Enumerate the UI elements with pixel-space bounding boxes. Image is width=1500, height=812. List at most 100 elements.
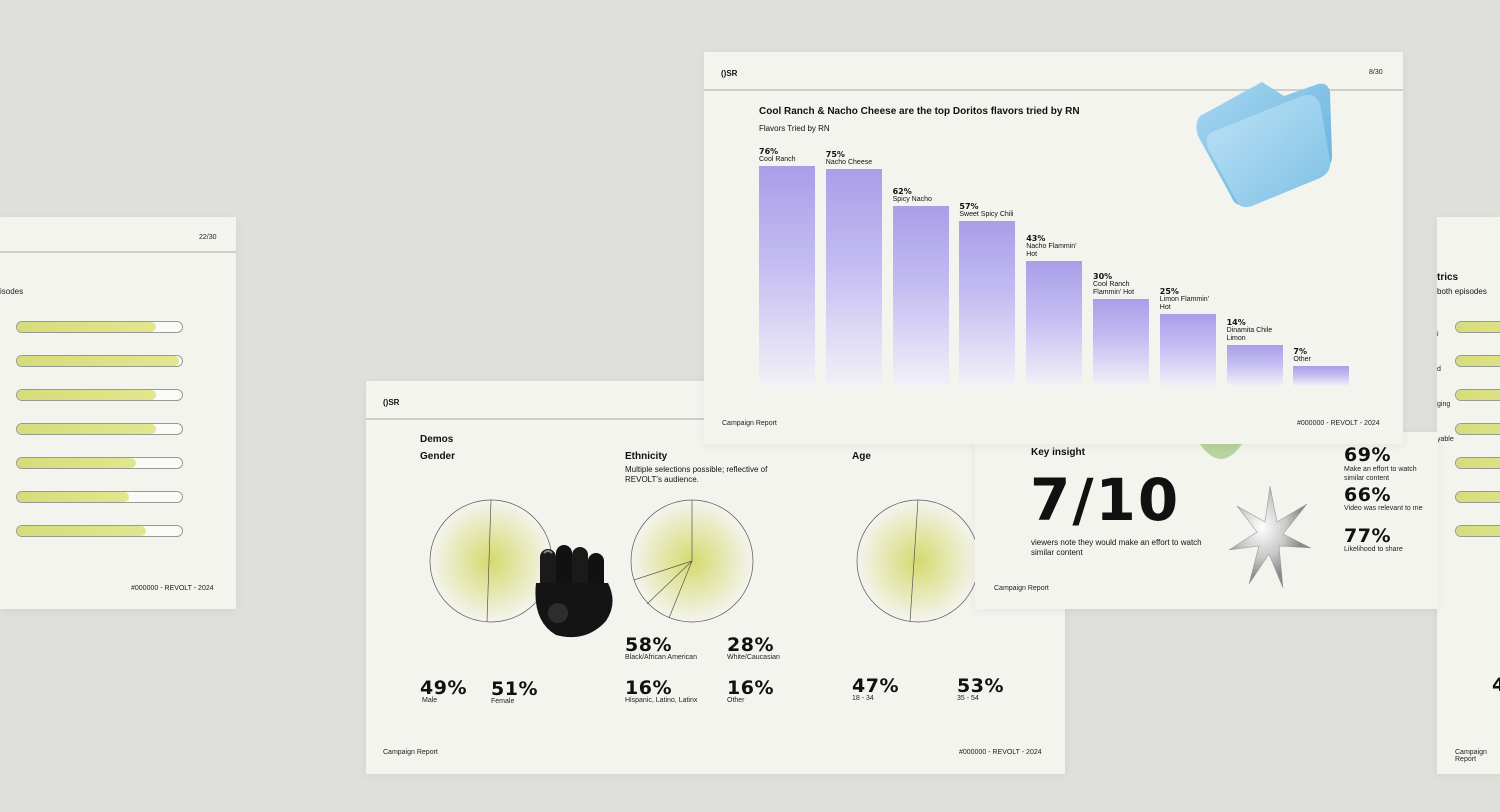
age-value-2: 53% — [957, 675, 1004, 697]
metric-label-fragment: i — [1437, 331, 1439, 338]
ethnicity-label-2: White/Caucasian — [727, 654, 780, 661]
progress-bar — [1455, 457, 1500, 469]
star-3d-decoration — [1228, 485, 1312, 589]
bar-value-3: 62% — [892, 187, 912, 197]
progress-bar — [16, 355, 183, 367]
insight-description: viewers note they would make an effort t… — [1031, 538, 1202, 557]
footer-right: #000000 - REVOLT - 2024 — [959, 749, 1042, 756]
ethnicity-value-4: 16% — [727, 677, 774, 699]
bar-value-9: 7% — [1293, 346, 1307, 356]
bar-9 — [1293, 365, 1350, 386]
progress-bar — [16, 457, 183, 469]
progress-bar-fill — [1456, 526, 1500, 536]
progress-bar — [1455, 423, 1500, 435]
progress-bar-fill — [1456, 424, 1500, 434]
bar-3 — [892, 206, 949, 386]
bar-value-2: 75% — [825, 149, 845, 159]
ethnicity-label-3: Hispanic, Latino, Latinx — [625, 697, 698, 704]
stat-value-1: 69% — [1344, 444, 1391, 466]
progress-bar — [1455, 389, 1500, 401]
gender-male-value: 49% — [420, 677, 467, 699]
progress-bar-fill — [1456, 390, 1500, 400]
stat-label-2: Video was relevant to me — [1344, 505, 1423, 512]
bar-7 — [1159, 313, 1216, 386]
subtitle-fragment: both episodes — [1437, 287, 1487, 296]
bar-label-5: 43% Nacho Flammin' Hot — [1026, 235, 1076, 259]
metric-label-fragment: d — [1437, 366, 1441, 373]
stat-fragment: 4 — [1492, 674, 1500, 696]
progress-bar-fill — [1456, 356, 1500, 366]
progress-bar — [1455, 525, 1500, 537]
bar-label-8: 14% Dinamita Chile Limon — [1227, 319, 1273, 343]
progress-bar-fill — [17, 322, 156, 332]
insight-slide: Key insight 7/10 viewers note they would… — [975, 432, 1438, 609]
bar-6 — [1093, 299, 1149, 386]
bar-value-7: 25% — [1159, 286, 1179, 296]
age-value-1: 47% — [852, 675, 899, 697]
bar-category-5: Nacho Flammin' — [1026, 243, 1077, 251]
gender-female-value: 51% — [491, 678, 538, 700]
progress-bar — [16, 491, 183, 503]
progress-bar-fill — [1456, 322, 1500, 332]
flavors-slide: ()SR 8/30 Cool Ranch & Nacho Cheese are … — [704, 52, 1403, 444]
section-title: Demos — [420, 434, 454, 445]
stat-value-3: 77% — [1344, 525, 1391, 547]
bar-label-7: 25% Limon Flammin' Hot — [1159, 286, 1209, 312]
title-fragment: trics — [1437, 272, 1459, 283]
progress-bar-fill — [17, 356, 179, 366]
bar-8 — [1226, 345, 1283, 386]
bar-category-6: Cool Ranch — [1093, 281, 1130, 288]
bar-category-8: Dinamita Chile — [1226, 327, 1273, 335]
ethnicity-label-4: Other — [727, 697, 745, 704]
fist-3d-decoration — [535, 545, 613, 638]
bar-chart: 76% Cool Ranch 75% Nacho Cheese 62% Spicy Nac… — [704, 52, 1403, 444]
insight-title: Key insight — [1031, 447, 1085, 458]
logo: ()SR — [383, 398, 400, 407]
progress-bar — [16, 321, 183, 333]
bar-value-1: 76% — [759, 146, 779, 156]
footer-left: Campaign Report — [722, 420, 777, 427]
gender-male-label: Male — [422, 697, 438, 704]
page-number: 8/30 — [1369, 69, 1383, 76]
header-divider — [0, 251, 236, 253]
metric-label-fragment: ging — [1437, 401, 1451, 408]
footer-left: Campaign Report — [1455, 749, 1487, 763]
bar-category-2: Nacho Cheese — [825, 158, 873, 166]
progress-bar-fill — [17, 492, 130, 502]
progress-bar-fill — [1456, 492, 1500, 502]
bar-category-3: Spicy Nacho — [892, 196, 932, 204]
page-number: 22/30 — [199, 234, 217, 241]
folder-3d-decoration — [1196, 82, 1332, 208]
bar-category-1: Cool Ranch — [759, 155, 796, 163]
bar-label-3: 62% Spicy Nacho — [893, 188, 932, 204]
progress-bar — [1455, 355, 1500, 367]
stat-value-2: 66% — [1344, 484, 1391, 506]
ethnicity-value-3: 16% — [625, 677, 672, 699]
subtitle-fragment: isodes — [0, 287, 24, 296]
bar-5 — [1026, 261, 1083, 386]
insight-big-number: 7/10 — [1030, 466, 1181, 534]
bar-value-5: 43% — [1026, 234, 1046, 244]
progress-bar — [16, 389, 183, 401]
bar-label-1: 76% Cool Ranch — [759, 146, 796, 164]
header-divider — [704, 89, 1403, 91]
bar-4 — [959, 220, 1016, 386]
green-shape-decoration — [1200, 444, 1242, 459]
bar-label-2: 75% Nacho Cheese — [825, 149, 873, 167]
ethnicity-label-1: Black/African American — [625, 654, 697, 661]
bar-category-7: Hot — [1159, 303, 1171, 311]
progress-bar-fill — [17, 526, 146, 536]
progress-bar — [16, 423, 183, 435]
progress-bar — [1455, 321, 1500, 333]
footer-left: Campaign Report — [994, 585, 1049, 592]
bar-value-6: 30% — [1093, 272, 1113, 281]
bar-category-7: Limon Flammin' — [1159, 295, 1209, 303]
age-pie — [856, 499, 980, 623]
progress-bar — [1455, 491, 1500, 503]
metric-label-fragment: yable — [1437, 436, 1454, 443]
bar-category-5: Hot — [1026, 251, 1038, 259]
chart-title: Cool Ranch & Nacho Cheese are the top Do… — [759, 106, 1080, 117]
left-slide: 22/30 isodes #000000 - REVOLT - 2024 — [0, 217, 236, 609]
ethnicity-value-1: 58% — [625, 634, 672, 656]
ethnicity-heading: Ethnicity — [625, 451, 668, 462]
